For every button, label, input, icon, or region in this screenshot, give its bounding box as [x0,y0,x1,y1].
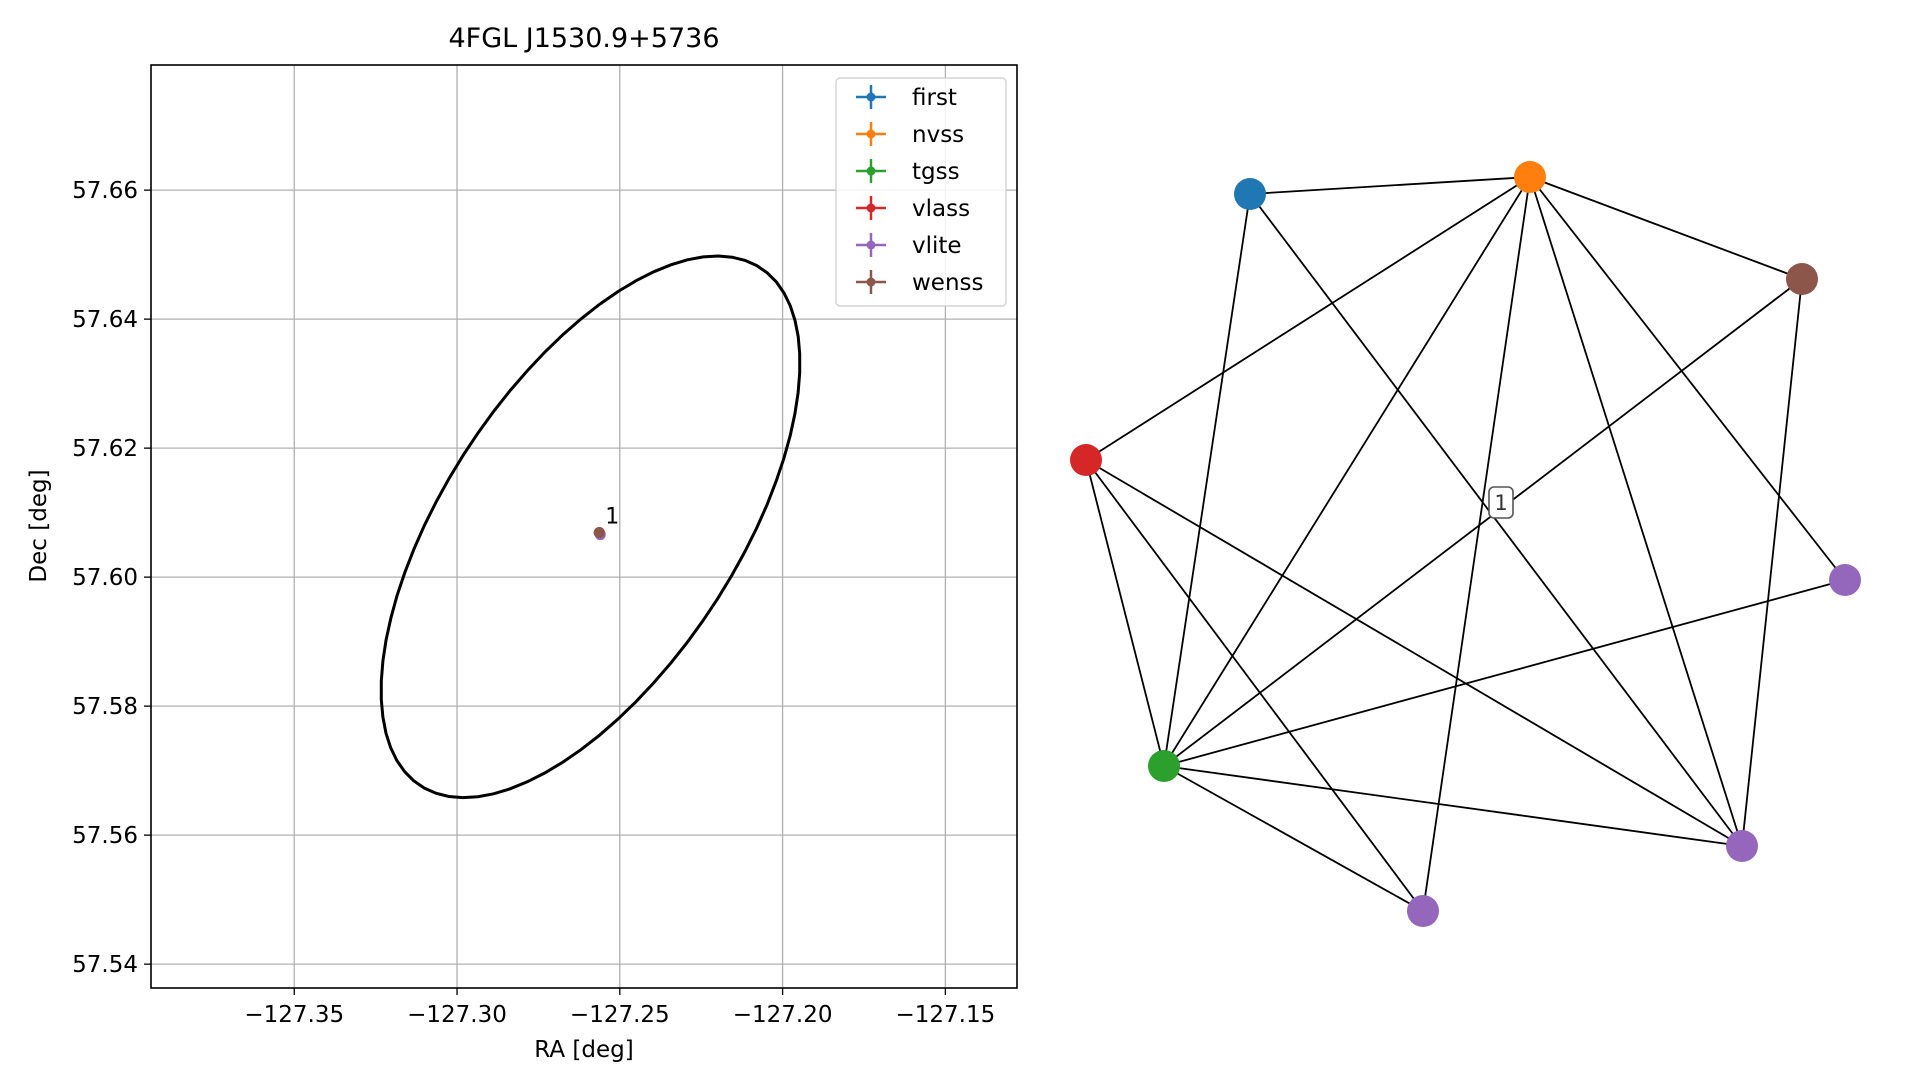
graph-node-first [1234,178,1266,210]
x-tick-label: −127.20 [733,1002,833,1028]
legend-label-tgss: tgss [912,159,960,185]
axes-frame [150,64,1018,989]
y-tick-label: 57.60 [72,565,138,591]
uncertainty-ellipse-layer [379,254,802,800]
graph-edge [1163,765,1424,912]
graph-edge [1085,176,1531,461]
legend-label-vlass: vlass [912,196,970,222]
legend-entries: first nvss tgss vlass vlite wenss [856,85,984,296]
graph-edge [1085,459,1165,767]
y-axis-ticks: 57.54 57.56 57.58 57.60 57.62 57.64 57.66 [72,178,151,978]
x-tick-label: −127.35 [244,1002,344,1028]
edge-label-text: 1 [1494,491,1507,515]
graph-edge [1422,176,1531,912]
y-tick-label: 57.58 [72,694,138,720]
graph-node-nvss [1514,161,1546,193]
graph-node-vlass [1070,444,1102,476]
graph-edge [1085,459,1424,912]
y-tick-label: 57.62 [72,436,138,462]
graph-nodes [1070,161,1861,927]
chart-title: 4FGL J1530.9+5736 [448,23,719,54]
data-point-wenss [593,527,605,539]
cluster-label: 1 [605,505,619,530]
legend-marker-dot [866,203,876,213]
edge-label: 1 [1488,486,1514,519]
legend-label-wenss: wenss [912,270,984,296]
graph-edge [1529,176,1803,280]
graph-edge [1163,193,1251,767]
x-tick-label: −127.15 [896,1002,996,1028]
graph-edge [1085,459,1743,847]
legend-marker-dot [866,166,876,176]
graph-edge [1163,278,1803,767]
uncertainty-ellipse [379,254,802,800]
y-tick-label: 57.56 [72,823,138,849]
legend-marker-dot [866,129,876,139]
legend-marker-dot [866,92,876,102]
graph-node-vlite-c [1407,895,1439,927]
x-axis-ticks: −127.35 −127.30 −127.25 −127.20 −127.15 [244,988,995,1028]
y-tick-label: 57.64 [72,307,138,333]
edge-label-box [1488,486,1514,519]
legend-label-first: first [912,85,957,111]
graph-edge [1163,579,1846,767]
graph-edge [1741,278,1803,847]
network-graph: 1 [1070,161,1861,927]
data-points: 1 [593,505,619,541]
x-tick-label: −127.25 [570,1002,670,1028]
legend-marker-dot [866,277,876,287]
legend-label-nvss: nvss [912,122,964,148]
graph-edge [1249,176,1531,195]
legend-marker-dot [866,240,876,250]
y-tick-label: 57.66 [72,178,138,204]
graph-edge [1529,176,1743,847]
graph-edge [1163,176,1531,767]
legend: first nvss tgss vlass vlite wenss [835,77,1007,307]
x-tick-label: −127.30 [407,1002,507,1028]
graph-edge [1163,765,1743,847]
y-axis-label: Dec [deg] [26,469,52,582]
graph-node-vlite-b [1726,830,1758,862]
graph-edges [1085,176,1846,912]
graph-node-vlite-a [1829,564,1861,596]
graph-node-tgss [1148,750,1180,782]
x-axis-label: RA [deg] [534,1037,633,1063]
graph-node-wenss [1786,263,1818,295]
y-tick-label: 57.54 [72,952,138,978]
legend-label-vlite: vlite [912,233,962,259]
graph-edge [1529,176,1846,581]
sky-plot: 4FGL J1530.9+5736 1 −127.35 −127.30 −127.2… [26,23,1018,1063]
